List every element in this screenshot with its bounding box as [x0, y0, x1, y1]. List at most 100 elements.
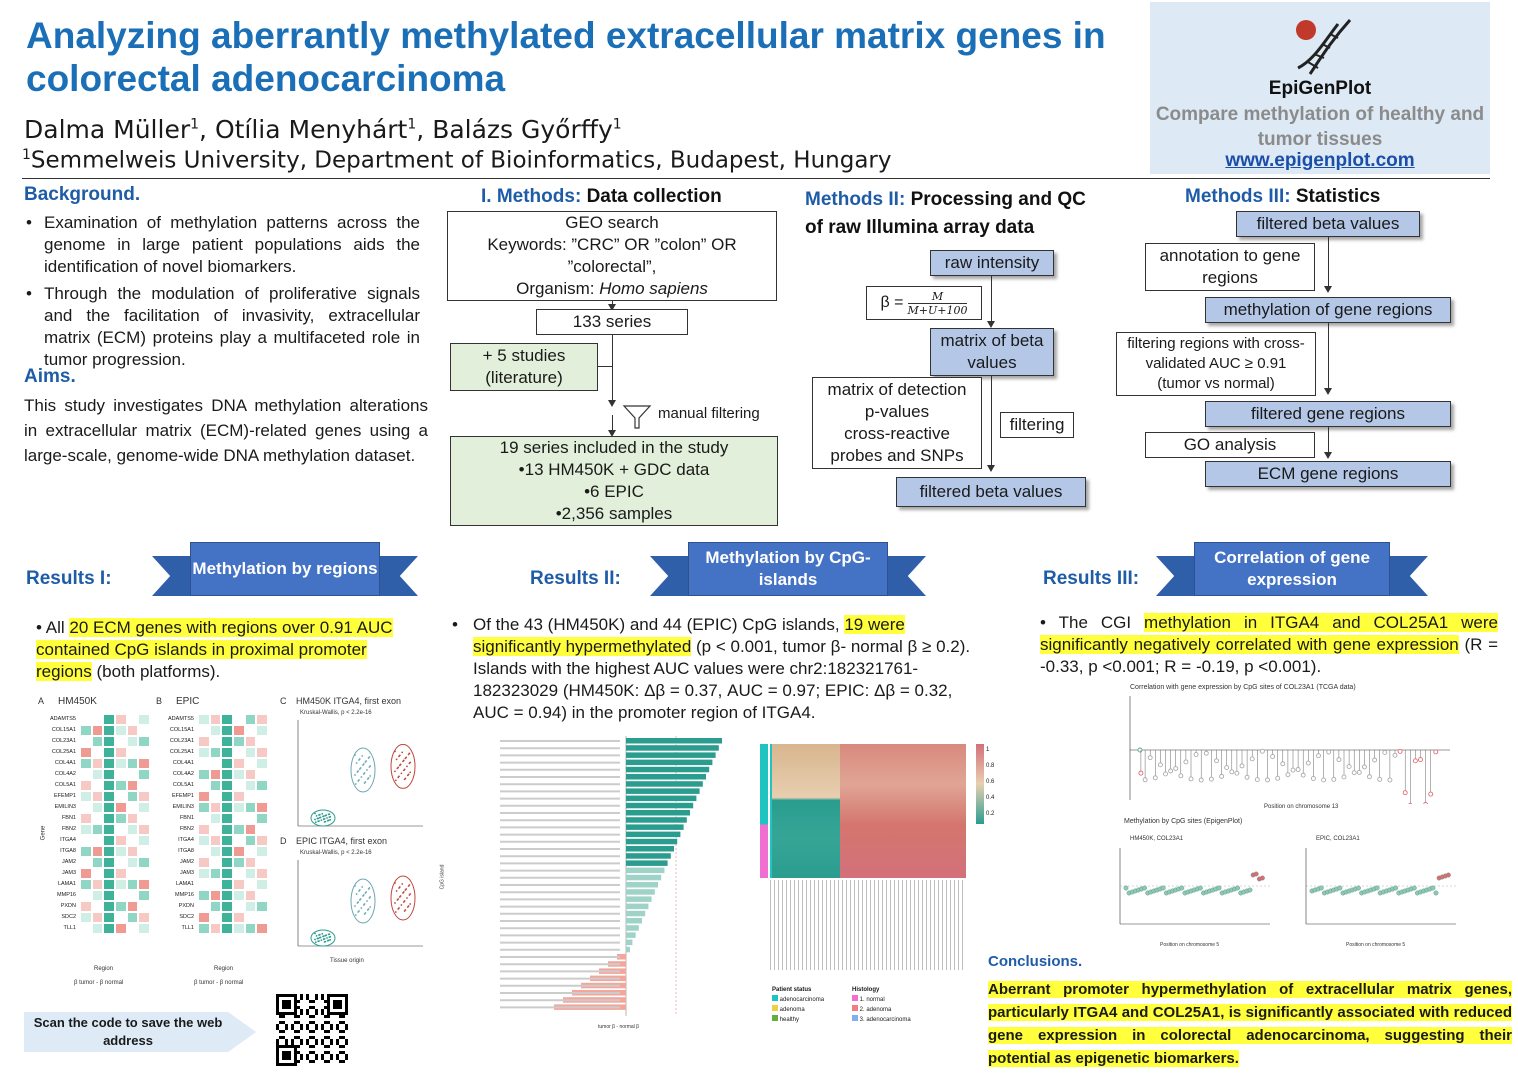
violin-point	[321, 813, 323, 815]
qr-module	[276, 1000, 279, 1003]
heatmap-cell	[245, 780, 257, 791]
gene-label: COL25A1	[34, 747, 76, 758]
violin-point	[405, 909, 407, 911]
site-point	[1248, 888, 1252, 892]
gene-label: JAM2	[34, 857, 76, 868]
violin-point	[408, 774, 410, 776]
heatmap-cell	[198, 835, 210, 846]
heatmap-cell	[138, 868, 150, 879]
heatmap-cell	[233, 835, 245, 846]
heatmap-cell	[210, 835, 222, 846]
gene-label: JAM2	[152, 857, 194, 868]
violin-point	[354, 905, 356, 907]
heatmap-cell	[138, 879, 150, 890]
lollipop-point	[1378, 777, 1382, 781]
heatmap-cell	[198, 879, 210, 890]
gene-label: COL4A2	[152, 769, 194, 780]
qr-module	[285, 1039, 288, 1042]
heatmap-cell	[103, 758, 115, 769]
heatmap-cell	[221, 846, 233, 857]
qr-module	[324, 1015, 327, 1018]
aims-text: This study investigates DNA methylation …	[24, 393, 428, 468]
lollipop-point	[1215, 759, 1219, 763]
heatmap-cell	[80, 813, 92, 824]
background-list: Examination of methylation patterns acro…	[24, 212, 420, 376]
qr-code-icon[interactable]	[276, 994, 348, 1066]
qr-module	[285, 1006, 288, 1009]
violin-point	[366, 900, 368, 902]
qr-module	[321, 994, 324, 997]
flow-arrow	[612, 335, 613, 405]
heatmap-cell	[92, 802, 104, 813]
heatmap-cell	[115, 769, 127, 780]
heatmap-cell	[115, 901, 127, 912]
heatmap-cell	[198, 747, 210, 758]
qr-module	[294, 1009, 297, 1012]
lollipop-point	[1424, 802, 1428, 804]
site-point	[1356, 886, 1360, 890]
violin-point	[355, 914, 357, 916]
qr-module	[342, 1060, 345, 1063]
heatmap-cell	[245, 835, 257, 846]
qr-module	[309, 1030, 312, 1033]
heatmap-cell	[198, 890, 210, 901]
heatmap-cell	[256, 879, 268, 890]
gene-label: ITGA8	[34, 846, 76, 857]
heatmap-cell	[127, 736, 139, 747]
included-series-box: 19 series included in the study •13 HM45…	[450, 436, 778, 526]
heatmap-cell	[92, 923, 104, 934]
qr-module	[276, 1063, 279, 1066]
qr-module	[315, 1009, 318, 1012]
patient-legend: Patient status adenocarcinoma adenoma he…	[772, 986, 824, 1025]
violin-point	[365, 891, 367, 893]
lollipop-point	[1413, 759, 1417, 763]
qr-module	[345, 1042, 348, 1045]
qr-module	[294, 997, 297, 1000]
heatmap-cell	[256, 747, 268, 758]
site-point	[1446, 873, 1450, 877]
heatmap-cell	[256, 780, 268, 791]
epigenplot-link[interactable]: www.epigenplot.com	[1150, 150, 1490, 172]
qr-module	[342, 1036, 345, 1039]
violin-shape	[311, 930, 335, 946]
qr-module	[321, 997, 324, 1000]
bar	[626, 853, 671, 859]
lollipop-point	[1322, 778, 1326, 782]
heatmap-cell	[115, 747, 127, 758]
lollipop-point	[1158, 763, 1162, 767]
go-analysis-box: GO analysis	[1145, 432, 1315, 458]
violin-point	[356, 762, 358, 764]
bar	[626, 925, 639, 931]
heatmap-cell	[138, 857, 150, 868]
site-point	[1260, 876, 1264, 880]
heatmap-cell	[210, 912, 222, 923]
bar	[626, 767, 709, 773]
violin-point	[316, 935, 318, 937]
lollipop-point	[1403, 791, 1407, 795]
heatmap-cell	[210, 758, 222, 769]
violin-point	[363, 894, 365, 896]
qr-module	[342, 1012, 345, 1015]
bar	[626, 788, 700, 794]
qr-module	[342, 1030, 345, 1033]
violin-point	[361, 907, 363, 909]
qr-module	[294, 1003, 297, 1006]
qr-module	[285, 1063, 288, 1066]
site-point	[1412, 886, 1416, 890]
violin-point	[323, 935, 325, 937]
gene-label: COL23A1	[152, 736, 194, 747]
heatmap-cell	[138, 912, 150, 923]
clustered-heatmap	[770, 744, 966, 878]
violin-point	[329, 936, 331, 938]
violin-point	[359, 758, 361, 760]
flow-arrow	[991, 376, 992, 470]
qr-module	[306, 1039, 309, 1042]
violin-point	[365, 781, 367, 783]
heatmap-cell	[92, 857, 104, 868]
heatmap-cell	[138, 714, 150, 725]
heatmap-cell	[210, 769, 222, 780]
heatmap-cell	[221, 725, 233, 736]
conclusions-text: Aberrant promoter hypermethylation of ex…	[988, 978, 1512, 1070]
lollipop-point	[1332, 777, 1336, 781]
qr-module	[345, 1006, 348, 1009]
